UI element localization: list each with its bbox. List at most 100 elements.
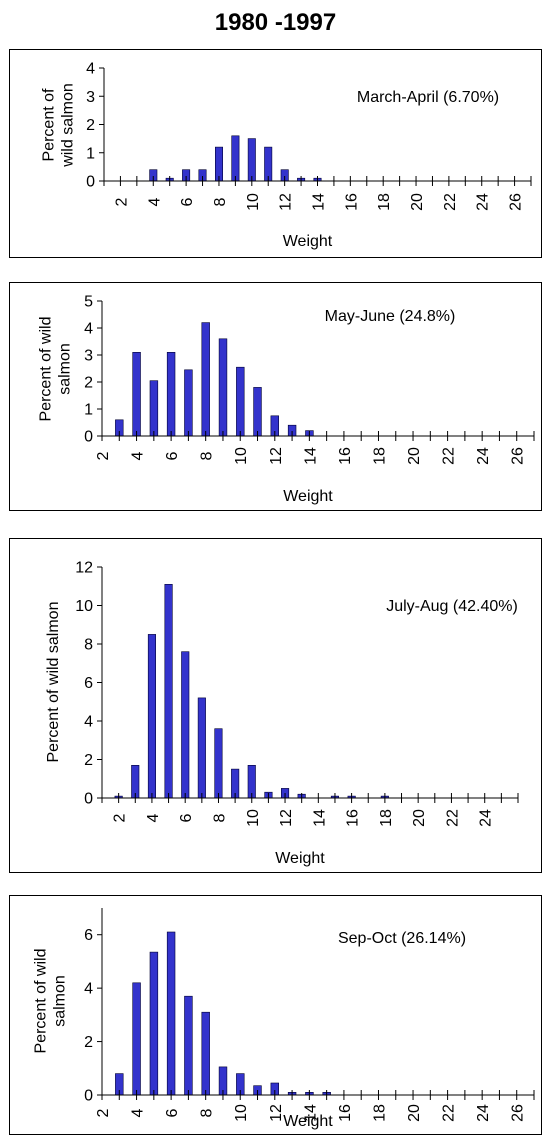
y-tick-label: 2 — [84, 1034, 93, 1051]
x-tick-label: 12 — [268, 447, 285, 465]
x-tick-label: 6 — [164, 1108, 181, 1117]
y-tick-label: 2 — [84, 752, 93, 769]
y-axis-label-line: salmon — [52, 975, 69, 1027]
x-tick-label: 18 — [376, 193, 393, 211]
y-tick-label: 6 — [84, 927, 93, 944]
y-tick-label: 4 — [84, 714, 93, 731]
y-axis-label: Percent of wild salmon — [45, 602, 62, 763]
y-tick-label: 3 — [86, 89, 95, 106]
y-tick-label: 0 — [84, 791, 93, 808]
x-tick-label: 20 — [406, 447, 423, 465]
x-tick-label: 20 — [406, 1104, 423, 1122]
y-tick-label: 8 — [84, 637, 93, 654]
x-tick-label: 6 — [178, 813, 195, 822]
bar-weight-10 — [236, 366, 245, 437]
x-tick-label: 4 — [145, 813, 162, 822]
x-axis-label: Weight — [275, 850, 325, 867]
bar-weight-7 — [197, 697, 206, 799]
y-tick-label: 4 — [84, 981, 93, 998]
x-tick-label: 22 — [442, 193, 459, 211]
x-tick-label: 16 — [345, 809, 362, 827]
chart-panel-may-june: 0 1 2 3 4 5 2 4 6 8 10 12 14 16 18 20 22 24 26 Weight May-Ju… — [9, 282, 542, 511]
x-tick-label: 8 — [199, 451, 216, 460]
x-tick-label: 26 — [510, 1104, 527, 1122]
x-tick-label: 2 — [112, 813, 129, 822]
x-tick-label: 10 — [245, 193, 262, 211]
x-tick-label: 16 — [337, 1104, 354, 1122]
y-tick-label: 0 — [86, 174, 95, 191]
bar-weight-7 — [184, 369, 193, 437]
x-tick-label: 2 — [95, 1108, 112, 1117]
y-axis-label-line: wild salmon — [60, 83, 77, 168]
y-axis-label-line: Percent of wild salmon — [45, 602, 62, 763]
x-tick-label: 24 — [475, 1104, 492, 1122]
period-annotation: March-April (6.70%) — [357, 89, 499, 106]
x-tick-label: 8 — [199, 1108, 216, 1117]
x-axis-label: Weight — [283, 1113, 333, 1130]
x-tick-label: 20 — [411, 809, 428, 827]
x-tick-label: 10 — [245, 809, 262, 827]
y-axis-label: Percent of wild salmon — [41, 83, 77, 168]
x-axis-label: Weight — [283, 233, 333, 250]
x-tick-label: 22 — [444, 809, 461, 827]
y-axis-label-line: Percent of — [41, 88, 58, 161]
y-axis-label-line: Percent of wild — [38, 317, 55, 422]
y-tick-label: 3 — [84, 348, 93, 365]
bar-weight-5 — [149, 951, 159, 1096]
y-tick-label: 1 — [86, 145, 95, 162]
bar-weight-4 — [147, 634, 156, 799]
bar-weight-9 — [218, 338, 228, 437]
x-tick-label: 20 — [409, 193, 426, 211]
y-tick-label: 5 — [84, 294, 93, 311]
x-tick-label: 14 — [302, 447, 319, 465]
page-title: 1980 -1997 — [214, 9, 337, 36]
x-tick-label: 2 — [113, 197, 130, 206]
x-tick-label: 18 — [372, 447, 389, 465]
bar-weight-11 — [253, 387, 262, 437]
bar-weight-6 — [166, 931, 176, 1096]
chart-panel-march-april: 0 1 2 3 4 2 4 6 8 10 12 14 16 18 20 22 24 26 Weight March-A… — [9, 49, 542, 258]
y-axis-label: Percent of wild salmon — [33, 949, 69, 1054]
bar-weight-4 — [132, 352, 141, 437]
x-tick-label: 24 — [478, 809, 495, 827]
x-tick-label: 22 — [441, 447, 458, 465]
y-tick-label: 4 — [86, 61, 95, 78]
bar-weight-9 — [231, 135, 240, 182]
bar-weight-10 — [247, 138, 256, 182]
period-annotation: May-June (24.8%) — [325, 308, 456, 325]
x-tick-label: 24 — [475, 447, 492, 465]
bar-weight-8 — [215, 146, 224, 182]
x-tick-label: 4 — [130, 1108, 147, 1117]
y-tick-label: 6 — [84, 675, 93, 692]
period-annotation: Sep-Oct (26.14%) — [338, 930, 466, 947]
x-tick-label: 14 — [311, 193, 328, 211]
bar-weight-7 — [184, 995, 193, 1096]
x-tick-label: 16 — [343, 193, 360, 211]
bar-weight-5 — [164, 583, 173, 799]
bar-weight-8 — [201, 1011, 210, 1096]
chart-panel-sep-oct: 0 2 4 6 2 4 6 8 10 12 14 16 18 20 22 24 26 Weight Sep-Oct … — [9, 895, 542, 1135]
x-tick-label: 6 — [164, 451, 181, 460]
x-tick-label: 16 — [337, 447, 354, 465]
y-tick-label: 4 — [84, 321, 93, 338]
x-tick-label: 4 — [146, 197, 163, 206]
x-tick-label: 12 — [278, 193, 295, 211]
bar-weight-6 — [181, 651, 190, 799]
x-tick-label: 14 — [311, 809, 328, 827]
x-tick-label: 18 — [372, 1104, 389, 1122]
y-tick-label: 12 — [75, 560, 93, 577]
x-tick-label: 4 — [130, 451, 147, 460]
y-tick-label: 0 — [84, 429, 93, 446]
x-tick-label: 12 — [278, 809, 295, 827]
x-tick-label: 12 — [268, 1104, 285, 1122]
y-axis-label: Percent of wild salmon — [38, 317, 74, 422]
chart-panel-july-aug: 0 2 4 6 8 10 12 2 4 6 8 10 12 14 16 18 20 22 24 Weight July-… — [9, 538, 542, 873]
y-axis-label-line: Percent of wild — [33, 949, 50, 1054]
x-tick-label: 2 — [95, 451, 112, 460]
x-tick-label: 8 — [212, 197, 229, 206]
bar-weight-8 — [214, 728, 223, 799]
y-tick-label: 0 — [84, 1088, 93, 1105]
y-tick-label: 2 — [86, 117, 95, 134]
